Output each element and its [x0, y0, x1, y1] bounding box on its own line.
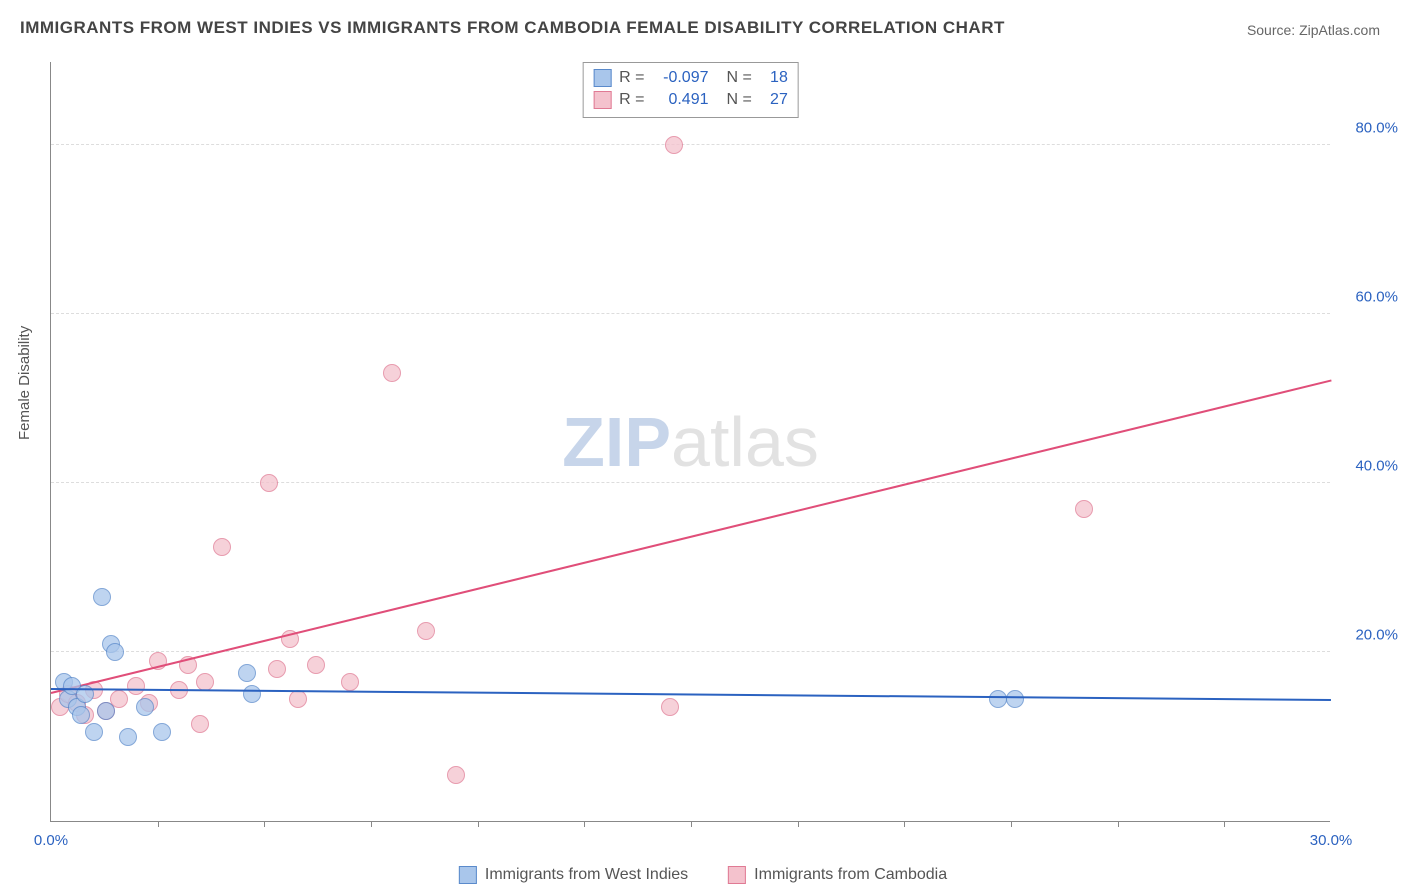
x-tick-mark [371, 821, 372, 827]
x-tick-mark [584, 821, 585, 827]
legend: Immigrants from West Indies Immigrants f… [459, 866, 947, 884]
data-point-cambodia [260, 474, 278, 492]
watermark: ZIPatlas [562, 402, 819, 482]
swatch-west-indies [459, 866, 477, 884]
data-point-west-indies [97, 702, 115, 720]
y-tick-label: 40.0% [1355, 458, 1398, 475]
gridline-h [51, 482, 1330, 483]
data-point-cambodia [417, 622, 435, 640]
legend-label-west-indies: Immigrants from West Indies [485, 866, 688, 884]
gridline-h [51, 144, 1330, 145]
data-point-cambodia [191, 715, 209, 733]
data-point-west-indies [106, 643, 124, 661]
stat-row-west-indies: R = -0.097 N = 18 [593, 67, 788, 89]
x-tick-label: 30.0% [1310, 832, 1353, 849]
data-point-cambodia [268, 660, 286, 678]
x-tick-mark [478, 821, 479, 827]
data-point-cambodia [1075, 500, 1093, 518]
correlation-stats-box: R = -0.097 N = 18 R = 0.491 N = 27 [582, 62, 799, 118]
data-point-west-indies [238, 664, 256, 682]
data-point-west-indies [136, 698, 154, 716]
data-point-west-indies [1006, 690, 1024, 708]
x-tick-mark [1118, 821, 1119, 827]
stat-label-n: N = [727, 89, 752, 111]
swatch-west-indies [593, 69, 611, 87]
stat-label-r: R = [619, 67, 644, 89]
stat-label-n: N = [727, 67, 752, 89]
x-tick-mark [1011, 821, 1012, 827]
x-tick-label: 0.0% [34, 832, 68, 849]
data-point-cambodia [307, 656, 325, 674]
data-point-cambodia [127, 677, 145, 695]
x-tick-mark [264, 821, 265, 827]
data-point-west-indies [119, 728, 137, 746]
y-tick-label: 20.0% [1355, 627, 1398, 644]
x-tick-mark [158, 821, 159, 827]
scatter-plot: ZIPatlas R = -0.097 N = 18 R = 0.491 N =… [50, 62, 1330, 822]
x-tick-mark [904, 821, 905, 827]
data-point-west-indies [93, 588, 111, 606]
gridline-h [51, 313, 1330, 314]
data-point-west-indies [72, 706, 90, 724]
data-point-cambodia [341, 673, 359, 691]
stat-label-r: R = [619, 89, 644, 111]
legend-label-cambodia: Immigrants from Cambodia [754, 866, 947, 884]
watermark-zip: ZIP [562, 403, 671, 481]
data-point-west-indies [243, 685, 261, 703]
x-tick-mark [1224, 821, 1225, 827]
stat-n-cambodia: 27 [760, 89, 788, 111]
legend-item-cambodia: Immigrants from Cambodia [728, 866, 947, 884]
legend-item-west-indies: Immigrants from West Indies [459, 866, 688, 884]
stat-row-cambodia: R = 0.491 N = 27 [593, 89, 788, 111]
data-point-cambodia [196, 673, 214, 691]
y-axis-label: Female Disability [16, 326, 33, 440]
stat-r-cambodia: 0.491 [653, 89, 709, 111]
gridline-h [51, 651, 1330, 652]
data-point-west-indies [989, 690, 1007, 708]
data-point-west-indies [153, 723, 171, 741]
trendline-cambodia [51, 380, 1332, 695]
stat-r-west-indies: -0.097 [653, 67, 709, 89]
swatch-cambodia [593, 91, 611, 109]
data-point-cambodia [447, 766, 465, 784]
data-point-cambodia [661, 698, 679, 716]
y-tick-label: 60.0% [1355, 289, 1398, 306]
chart-title: IMMIGRANTS FROM WEST INDIES VS IMMIGRANT… [20, 18, 1005, 38]
y-tick-label: 80.0% [1355, 120, 1398, 137]
data-point-cambodia [383, 364, 401, 382]
data-point-west-indies [85, 723, 103, 741]
x-tick-mark [691, 821, 692, 827]
stat-n-west-indies: 18 [760, 67, 788, 89]
swatch-cambodia [728, 866, 746, 884]
x-tick-mark [798, 821, 799, 827]
source-attribution: Source: ZipAtlas.com [1247, 22, 1380, 38]
data-point-cambodia [213, 538, 231, 556]
data-point-cambodia [665, 136, 683, 154]
watermark-atlas: atlas [671, 403, 819, 481]
